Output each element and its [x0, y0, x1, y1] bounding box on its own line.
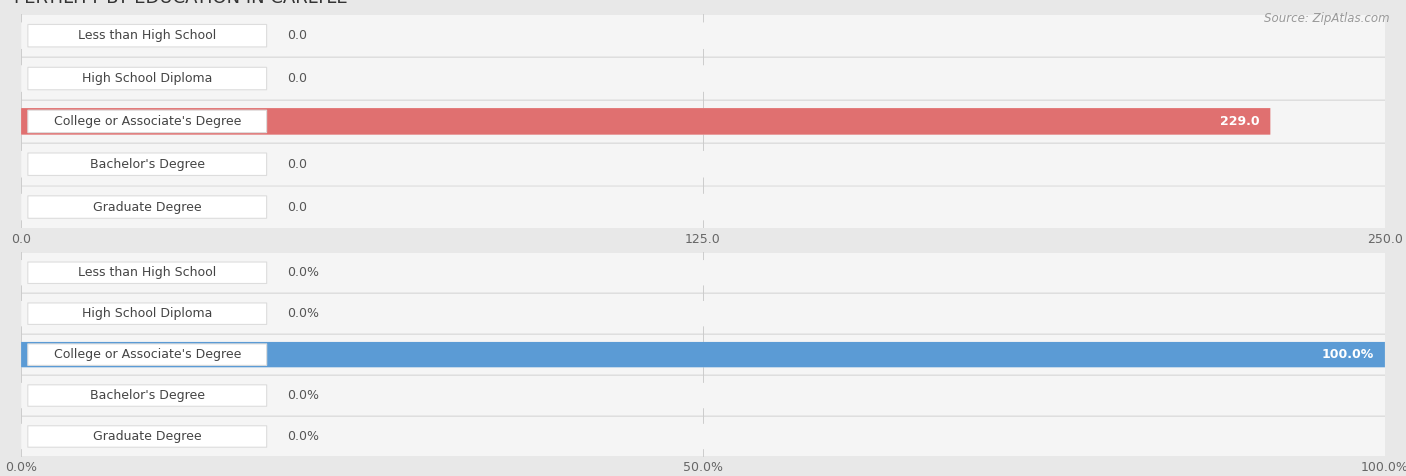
FancyBboxPatch shape [21, 342, 1385, 367]
Text: Bachelor's Degree: Bachelor's Degree [90, 158, 205, 171]
FancyBboxPatch shape [28, 385, 267, 407]
FancyBboxPatch shape [21, 194, 1385, 220]
Text: High School Diploma: High School Diploma [82, 307, 212, 320]
FancyBboxPatch shape [21, 376, 1385, 415]
Text: 100.0%: 100.0% [1322, 348, 1374, 361]
FancyBboxPatch shape [21, 417, 1385, 456]
Text: 0.0: 0.0 [287, 200, 307, 214]
FancyBboxPatch shape [21, 101, 1385, 142]
FancyBboxPatch shape [21, 144, 1385, 185]
Text: Less than High School: Less than High School [79, 266, 217, 279]
Text: 0.0%: 0.0% [287, 307, 319, 320]
Text: Source: ZipAtlas.com: Source: ZipAtlas.com [1264, 12, 1389, 25]
FancyBboxPatch shape [21, 65, 1385, 92]
Text: 0.0: 0.0 [287, 72, 307, 85]
FancyBboxPatch shape [21, 108, 1385, 135]
Text: 0.0%: 0.0% [287, 266, 319, 279]
FancyBboxPatch shape [21, 424, 1385, 449]
FancyBboxPatch shape [21, 187, 1385, 228]
Text: FERTILITY BY EDUCATION IN CARLYLE: FERTILITY BY EDUCATION IN CARLYLE [14, 0, 347, 7]
Text: High School Diploma: High School Diploma [82, 72, 212, 85]
FancyBboxPatch shape [28, 262, 267, 284]
FancyBboxPatch shape [21, 301, 1385, 327]
Text: 0.0: 0.0 [287, 29, 307, 42]
FancyBboxPatch shape [21, 342, 1385, 367]
FancyBboxPatch shape [21, 15, 1385, 56]
FancyBboxPatch shape [21, 22, 1385, 49]
FancyBboxPatch shape [21, 383, 1385, 408]
FancyBboxPatch shape [28, 24, 267, 47]
FancyBboxPatch shape [21, 58, 1385, 99]
FancyBboxPatch shape [21, 253, 1385, 292]
Text: College or Associate's Degree: College or Associate's Degree [53, 348, 240, 361]
FancyBboxPatch shape [28, 110, 267, 133]
FancyBboxPatch shape [21, 108, 1271, 135]
FancyBboxPatch shape [21, 260, 1385, 286]
FancyBboxPatch shape [28, 153, 267, 176]
FancyBboxPatch shape [21, 151, 1385, 178]
Text: Graduate Degree: Graduate Degree [93, 430, 201, 443]
FancyBboxPatch shape [28, 426, 267, 447]
Text: Less than High School: Less than High School [79, 29, 217, 42]
Text: Graduate Degree: Graduate Degree [93, 200, 201, 214]
FancyBboxPatch shape [28, 303, 267, 325]
FancyBboxPatch shape [21, 294, 1385, 333]
FancyBboxPatch shape [21, 335, 1385, 374]
FancyBboxPatch shape [28, 67, 267, 90]
Text: College or Associate's Degree: College or Associate's Degree [53, 115, 240, 128]
Text: 229.0: 229.0 [1220, 115, 1260, 128]
Text: 0.0%: 0.0% [287, 430, 319, 443]
Text: 0.0%: 0.0% [287, 389, 319, 402]
FancyBboxPatch shape [28, 196, 267, 218]
FancyBboxPatch shape [28, 344, 267, 366]
Text: Bachelor's Degree: Bachelor's Degree [90, 389, 205, 402]
Text: 0.0: 0.0 [287, 158, 307, 171]
